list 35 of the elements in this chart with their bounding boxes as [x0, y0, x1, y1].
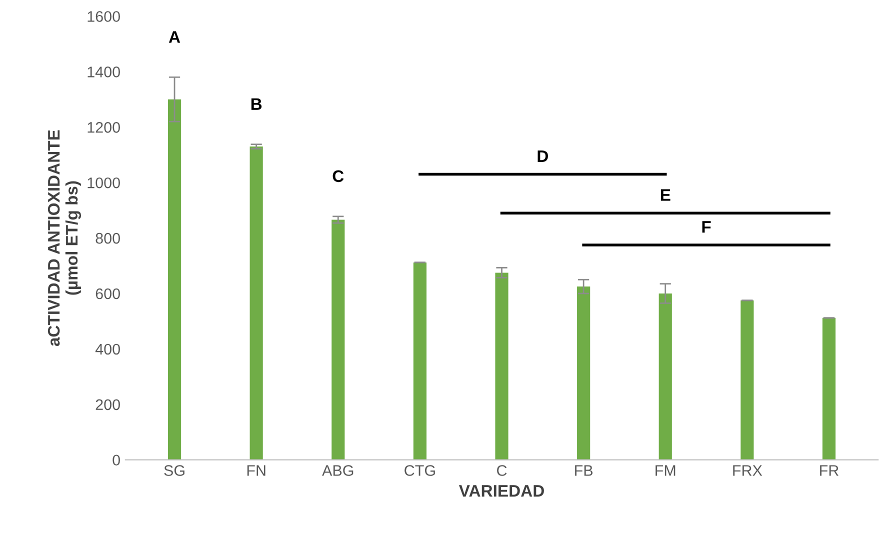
y-tick-label: 0: [112, 454, 120, 466]
bar: [495, 272, 508, 460]
x-tick-label: FR: [820, 465, 838, 476]
bar: [658, 293, 672, 460]
bar: [577, 286, 590, 460]
bar: [250, 146, 263, 460]
bar: [740, 300, 754, 460]
y-tick-label: 400: [95, 344, 120, 355]
y-tick-label: 200: [96, 399, 120, 410]
bar: [168, 99, 182, 460]
annotation: E: [660, 189, 670, 201]
x-tick-label: SG: [164, 465, 184, 476]
y-tick-label: 800: [96, 232, 120, 244]
bar: [413, 262, 426, 460]
y-tick-label: 1200: [88, 122, 120, 133]
y-tick-label: 1000: [88, 177, 120, 188]
y-tick-label: 1600: [88, 11, 120, 22]
x-axis-title: VARIEDAD: [458, 485, 544, 497]
y-tick-label: 600: [96, 288, 120, 300]
x-tick-label: CTG: [404, 465, 435, 476]
x-tick-label: FM: [656, 465, 676, 476]
x-tick-label: FB: [575, 465, 593, 476]
x-tick-label: C: [497, 465, 507, 476]
bar: [822, 318, 836, 460]
y-axis-title: aCTIVIDAD ANTIOXIDANTE (µmol ET/g bs): [48, 130, 82, 346]
annotation: B: [251, 98, 262, 110]
annotation: C: [332, 170, 344, 182]
annotation: F: [702, 221, 711, 233]
x-tick-label: FN: [247, 465, 266, 476]
x-tick-label: FRX: [733, 465, 762, 476]
annotation: A: [168, 31, 180, 43]
x-tick-label: ABG: [322, 465, 354, 476]
y-tick-label: 1400: [88, 66, 120, 78]
annotation: D: [538, 150, 548, 162]
bar: [332, 220, 345, 460]
